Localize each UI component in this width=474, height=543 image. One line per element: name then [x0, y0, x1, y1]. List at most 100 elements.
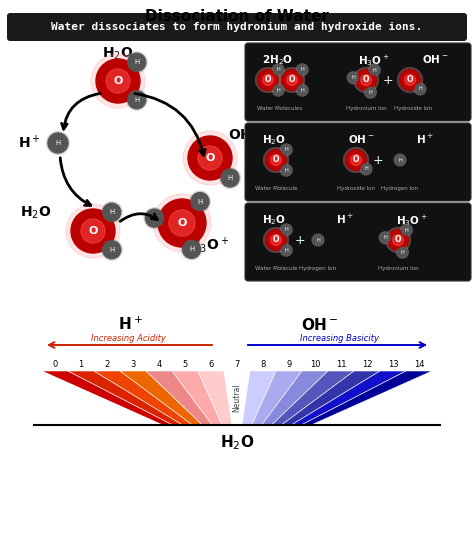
Circle shape: [396, 246, 409, 258]
Circle shape: [397, 247, 408, 257]
Text: Hydrogen Ion: Hydrogen Ion: [300, 266, 337, 271]
Circle shape: [101, 239, 122, 260]
Text: O: O: [113, 76, 123, 86]
Text: Hydroxide Ion: Hydroxide Ion: [394, 106, 432, 111]
Circle shape: [221, 169, 239, 187]
Text: H: H: [383, 235, 387, 240]
Polygon shape: [172, 371, 222, 425]
Circle shape: [48, 133, 68, 153]
Text: Increasing Basicity: Increasing Basicity: [301, 334, 380, 343]
Text: H: H: [351, 75, 355, 80]
Text: O: O: [265, 75, 271, 85]
Circle shape: [400, 70, 420, 90]
Circle shape: [296, 64, 308, 76]
Polygon shape: [252, 371, 302, 425]
Circle shape: [395, 155, 405, 165]
Text: H: H: [109, 247, 114, 252]
Text: Water Molecule: Water Molecule: [255, 186, 297, 191]
Circle shape: [188, 136, 232, 180]
Text: 12: 12: [362, 360, 372, 369]
Text: O: O: [273, 155, 279, 165]
Circle shape: [181, 239, 202, 260]
Text: O: O: [88, 226, 98, 236]
Circle shape: [360, 163, 372, 175]
Circle shape: [280, 67, 304, 92]
Circle shape: [219, 167, 240, 188]
Circle shape: [346, 150, 366, 170]
Circle shape: [313, 235, 323, 245]
Text: 11: 11: [336, 360, 346, 369]
Text: H: H: [134, 97, 139, 103]
Text: H: H: [276, 88, 280, 93]
Text: 4: 4: [156, 360, 162, 369]
Polygon shape: [292, 371, 406, 425]
Polygon shape: [242, 371, 276, 425]
Circle shape: [296, 84, 308, 96]
Circle shape: [280, 144, 292, 156]
Text: O: O: [353, 155, 359, 165]
Polygon shape: [272, 371, 354, 425]
Text: Water Molecules: Water Molecules: [257, 106, 302, 111]
Circle shape: [281, 165, 291, 175]
Text: O: O: [407, 75, 413, 85]
Circle shape: [96, 59, 140, 103]
Circle shape: [258, 70, 278, 90]
Circle shape: [266, 230, 286, 250]
Circle shape: [264, 148, 289, 173]
Circle shape: [281, 225, 291, 235]
Circle shape: [365, 87, 375, 97]
Text: H: H: [364, 167, 368, 172]
Circle shape: [271, 155, 282, 166]
Text: H$^+$: H$^+$: [18, 134, 41, 151]
Text: H$^+$: H$^+$: [118, 315, 142, 333]
Circle shape: [347, 72, 359, 84]
Circle shape: [297, 85, 307, 95]
Circle shape: [183, 131, 237, 185]
Text: Water Molecule: Water Molecule: [255, 266, 297, 271]
Text: H: H: [284, 248, 288, 252]
Text: 7: 7: [234, 360, 240, 369]
Circle shape: [144, 207, 165, 229]
Text: H$^+$: H$^+$: [416, 133, 434, 146]
Circle shape: [103, 241, 121, 259]
Circle shape: [361, 164, 371, 174]
Text: Increasing Acidity: Increasing Acidity: [91, 334, 165, 343]
Circle shape: [380, 233, 390, 243]
Circle shape: [280, 224, 292, 236]
Text: OH$^-$: OH$^-$: [228, 128, 263, 142]
Text: Dissociation of Water: Dissociation of Water: [145, 9, 329, 24]
Text: H: H: [276, 67, 280, 72]
Circle shape: [190, 191, 210, 212]
Circle shape: [103, 203, 121, 221]
Text: O: O: [289, 75, 295, 85]
Text: OH$^-$: OH$^-$: [348, 133, 374, 145]
Text: H$_3$O$^+$: H$_3$O$^+$: [396, 213, 428, 228]
Circle shape: [182, 241, 201, 258]
Polygon shape: [146, 371, 212, 425]
Circle shape: [101, 202, 122, 223]
Circle shape: [401, 224, 412, 236]
Text: H: H: [152, 215, 157, 221]
Circle shape: [263, 74, 273, 85]
Text: H: H: [189, 247, 194, 252]
Text: H$^+$: H$^+$: [336, 213, 354, 226]
Text: Hydronium Ion: Hydronium Ion: [346, 106, 386, 111]
Circle shape: [350, 155, 362, 166]
Text: H$_3$O$^+$: H$_3$O$^+$: [358, 53, 390, 68]
Text: H: H: [418, 86, 422, 92]
Circle shape: [158, 199, 206, 247]
Polygon shape: [301, 371, 432, 425]
Circle shape: [286, 74, 298, 85]
Text: O: O: [273, 236, 279, 244]
Text: H: H: [228, 175, 233, 181]
Circle shape: [71, 209, 115, 253]
Text: H: H: [398, 157, 402, 162]
Text: H: H: [316, 237, 320, 243]
Circle shape: [198, 146, 222, 170]
FancyBboxPatch shape: [245, 123, 471, 201]
Circle shape: [361, 74, 372, 85]
Text: 14: 14: [414, 360, 424, 369]
Text: Hydronium Ion: Hydronium Ion: [378, 266, 419, 271]
Circle shape: [392, 235, 403, 245]
Polygon shape: [262, 371, 328, 425]
